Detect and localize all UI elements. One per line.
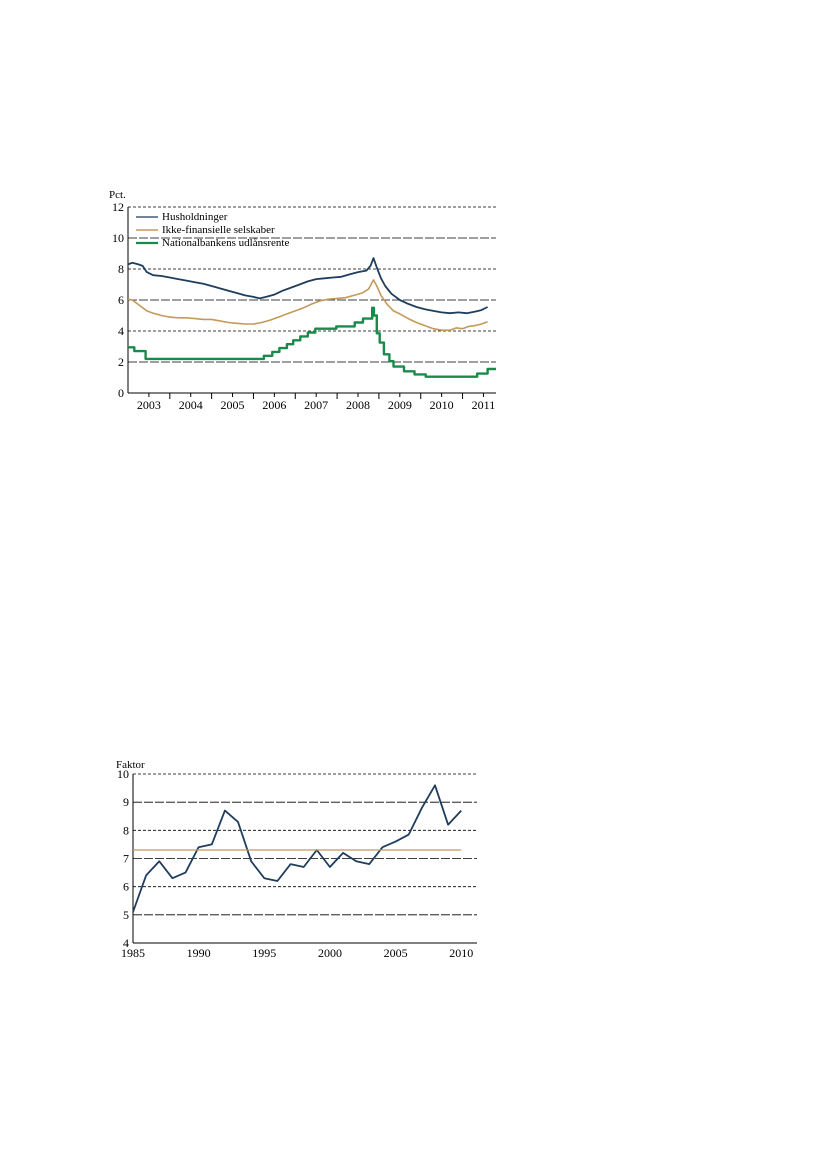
y-tick-label: 0 [118,386,124,400]
x-tick-label: 2006 [262,398,286,412]
y-tick-label: 10 [112,231,124,245]
x-tick-label: 2008 [346,398,370,412]
legend-label-udlaansrente: Nationalbankens udlånsrente [162,237,289,249]
x-tick-label: 2011 [472,398,496,412]
x-tick-label: 2009 [388,398,412,412]
y-tick-label: 10 [117,767,129,781]
x-tick-label: 2010 [430,398,454,412]
x-tick-label: 1985 [121,946,145,960]
y-tick-label: 4 [123,936,129,950]
legend-label-husholdninger: Husholdninger [162,211,228,223]
x-tick-label: 2010 [449,946,473,960]
factor-chart: Faktor 4 5 6 7 8 9 10 1985 1990 1995 2000 2005 2010 [116,759,477,960]
y-tick-label: 8 [118,262,124,276]
legend: Husholdninger Ikke-finansielle selskaber… [136,211,289,249]
x-tick-label: 2007 [304,398,328,412]
x-tick-label: 2004 [179,398,203,412]
series-line-faktor [132,784,462,913]
y-tick-label: 9 [123,795,129,809]
x-tick-label: 1995 [252,946,276,960]
x-tick-label: 2005 [221,398,245,412]
series-line-ikke-finansielle-selskaber [127,279,488,331]
y-tick-label: 6 [123,880,129,894]
y-tick-label: 2 [118,355,124,369]
series-line-husholdninger [127,257,489,315]
x-tick-label: 1990 [187,946,211,960]
y-tick-label: 8 [123,823,129,837]
x-tick-label: 2000 [318,946,342,960]
y-tick-label: 7 [123,852,129,866]
y-unit-label: Pct. [109,189,126,201]
y-unit-label: Faktor [116,759,145,771]
legend-label-selskaber: Ikke-finansielle selskaber [162,224,275,236]
interest-rate-chart: Pct. 0 2 4 6 8 10 12 2003 2004 2005 2006 2007 2008 2… [109,189,496,412]
y-tick-label: 6 [118,293,124,307]
y-tick-label: 5 [123,908,129,922]
y-tick-label: 4 [118,324,124,338]
y-tick-label: 12 [112,200,124,214]
series-line-nationalbankens-udl-nsrente [128,306,496,378]
x-tick-label: 2005 [384,946,408,960]
x-tick-label: 2003 [137,398,161,412]
